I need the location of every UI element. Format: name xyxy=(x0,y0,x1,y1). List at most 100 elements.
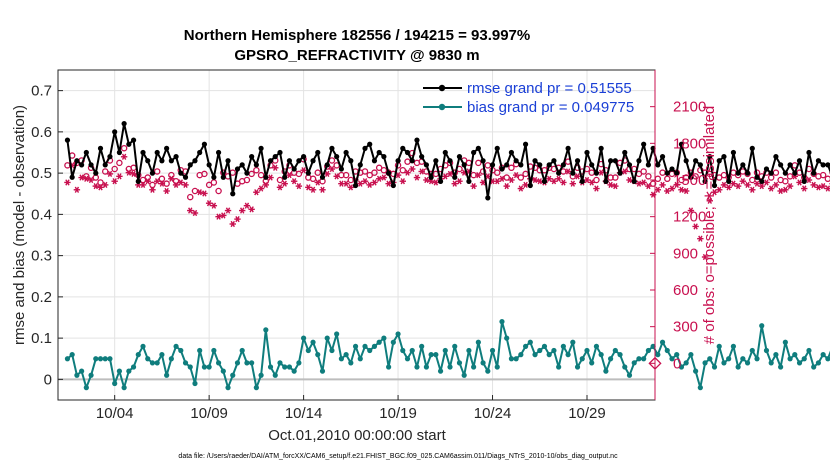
assimilated-obs-point xyxy=(333,173,340,180)
data-file-note: data file: /Users/raeder/DAI/ATM_forcXX/… xyxy=(178,453,618,460)
assimilated-obs-point xyxy=(111,178,118,185)
assimilated-obs-point xyxy=(678,186,685,193)
asterisk-stroke xyxy=(650,191,656,198)
possible-obs-point xyxy=(782,177,789,185)
asterisk-stroke xyxy=(419,168,424,175)
bias-point xyxy=(452,343,458,349)
assimilated-obs-point xyxy=(418,168,425,175)
asterisk-stroke xyxy=(523,181,528,189)
assimilated-obs-point xyxy=(612,182,619,190)
rmse-point xyxy=(305,170,311,176)
rmse-point xyxy=(83,149,89,156)
asterisk-stroke xyxy=(154,178,160,185)
bias-point xyxy=(400,347,406,354)
assimilated-obs-point xyxy=(574,173,581,180)
rmse-point xyxy=(494,145,500,151)
bias-point xyxy=(352,343,359,349)
asterisk-stroke xyxy=(103,181,108,189)
assimilated-obs-point xyxy=(546,175,553,182)
asterisk-stroke xyxy=(424,176,429,184)
assimilated-obs-point xyxy=(739,178,747,185)
assimilated-obs-point xyxy=(682,187,690,195)
rmse-point xyxy=(782,170,788,176)
possible-obs-point xyxy=(640,168,647,175)
possible-obs-point xyxy=(479,168,487,175)
assimilated-obs-point xyxy=(763,179,770,186)
asterisk-stroke xyxy=(197,189,202,196)
rmse-point xyxy=(225,158,231,164)
asterisk-stroke xyxy=(107,170,113,178)
asterisk-stroke xyxy=(636,180,642,187)
bias-point xyxy=(518,352,524,358)
bias-point xyxy=(825,356,830,362)
assimilated-obs-point xyxy=(512,171,520,179)
rmse-point xyxy=(390,182,396,189)
asterisk-stroke xyxy=(816,184,821,191)
asterisk-stroke xyxy=(740,178,746,185)
possible-obs-point xyxy=(664,175,671,183)
asterisk-stroke xyxy=(735,182,741,190)
asterisk-stroke xyxy=(452,180,457,187)
y-right-tick-label: 0 xyxy=(673,355,681,372)
rmse-point xyxy=(693,158,699,164)
asterisk-stroke xyxy=(754,180,760,187)
bias-point xyxy=(801,356,807,362)
asterisk-stroke xyxy=(759,182,764,190)
bias-point xyxy=(697,385,703,391)
rmse-point xyxy=(291,166,297,172)
asterisk-stroke xyxy=(414,174,420,181)
assimilated-obs-point xyxy=(531,176,539,184)
assimilated-obs-point xyxy=(92,182,99,190)
assimilated-obs-point xyxy=(508,176,515,184)
bias-point xyxy=(641,356,647,362)
asterisk-stroke xyxy=(660,181,665,189)
assimilated-obs-point xyxy=(201,190,208,197)
assimilated-obs-point xyxy=(555,175,562,182)
bias-point xyxy=(225,385,231,391)
rmse-point xyxy=(674,170,680,176)
asterisk-stroke xyxy=(410,165,415,173)
asterisk-stroke xyxy=(773,181,779,189)
asterisk-stroke xyxy=(310,186,316,193)
asterisk-stroke xyxy=(622,168,627,175)
assimilated-obs-point xyxy=(564,168,572,175)
rmse-point xyxy=(485,195,491,201)
bias-point xyxy=(650,343,656,349)
bias-point xyxy=(286,364,293,370)
assimilated-obs-point xyxy=(361,178,369,185)
assimilated-obs-point xyxy=(182,181,189,189)
asterisk-stroke xyxy=(499,175,505,182)
assimilated-obs-point xyxy=(673,181,680,189)
y-axis-right-label: # of obs: o=possible; ∗=assimilated xyxy=(701,106,718,345)
assimilated-obs-point xyxy=(404,169,411,176)
rmse-point xyxy=(489,162,496,168)
assimilated-obs-point xyxy=(385,180,392,187)
assimilated-obs-point xyxy=(550,178,558,185)
assimilated-obs-point xyxy=(815,184,822,191)
rmse-point xyxy=(508,149,515,156)
asterisk-stroke xyxy=(717,186,722,193)
assimilated-obs-point xyxy=(720,181,728,189)
asterisk-stroke xyxy=(159,180,165,187)
rmse-point xyxy=(664,170,670,176)
bias-point xyxy=(754,356,760,362)
bias-point xyxy=(636,356,642,362)
x-tick-label: 10/04 xyxy=(96,405,134,422)
assimilated-obs-point xyxy=(243,202,251,209)
bias-point xyxy=(315,352,321,358)
bias-point xyxy=(159,352,165,358)
possible-obs-point xyxy=(257,171,265,179)
rmse-point xyxy=(773,154,779,160)
asterisk-stroke xyxy=(750,186,755,193)
assimilated-obs-point xyxy=(451,180,458,187)
bias-point xyxy=(296,360,302,366)
asterisk-stroke xyxy=(202,190,207,197)
x-tick-label: 10/24 xyxy=(474,405,512,422)
bias-point xyxy=(64,356,71,362)
y-tick-label: 0.3 xyxy=(31,248,52,265)
assimilated-obs-point xyxy=(569,180,577,187)
assimilated-obs-point xyxy=(621,168,628,175)
bias-point xyxy=(659,339,666,345)
asterisk-stroke xyxy=(258,185,264,192)
bias-point xyxy=(820,352,826,358)
